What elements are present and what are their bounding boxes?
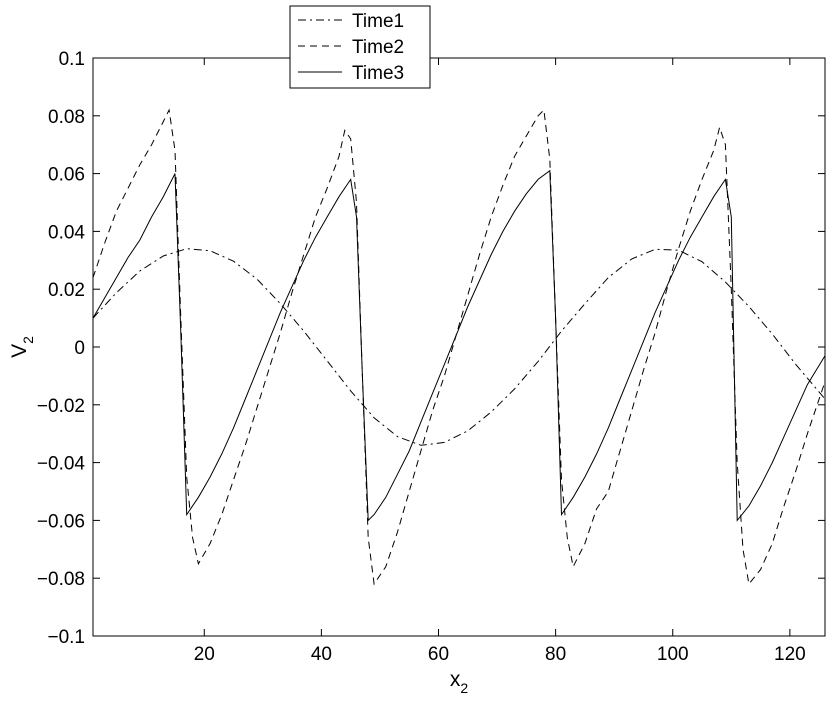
legend-label-time3: Time3 — [352, 63, 404, 84]
y-tick-label: 0.06 — [48, 165, 85, 186]
legend-label-time1: Time1 — [352, 11, 404, 32]
y-tick-label: −0.06 — [37, 511, 85, 532]
x-tick-label: 80 — [545, 644, 566, 665]
y-tick-label: −0.1 — [47, 627, 85, 648]
x-tick-label: 40 — [311, 644, 332, 665]
x-tick-label: 100 — [657, 644, 689, 665]
y-tick-label: 0.1 — [59, 49, 85, 70]
series-line-time3 — [92, 169, 826, 522]
series-layer — [92, 108, 826, 586]
y-tick-label: 0.02 — [48, 280, 85, 301]
legend: Time1 Time2 Time3 — [289, 5, 431, 89]
y-tick-label: −0.08 — [37, 569, 85, 590]
y-axis-label: V2 — [8, 336, 36, 358]
legend-box — [289, 5, 431, 89]
y-tick-label: 0.08 — [48, 107, 85, 128]
ticks-layer: 20 40 60 80 100 120 −0.1 −0.08 −0.06 −0.04 −0.02 0 0… — [37, 49, 825, 665]
y-tick-label: −0.02 — [37, 396, 85, 417]
y-tick-label: −0.04 — [37, 454, 86, 475]
series-line-time1 — [92, 248, 826, 446]
x-tick-label: 120 — [774, 644, 806, 665]
y-tick-label: 0 — [74, 338, 85, 359]
y-tick-label: 0.04 — [48, 222, 85, 243]
x-tick-label: 60 — [428, 644, 449, 665]
legend-label-time2: Time2 — [352, 37, 404, 58]
x-tick-label: 20 — [194, 644, 215, 665]
x-axis-label: x2 — [450, 668, 469, 696]
